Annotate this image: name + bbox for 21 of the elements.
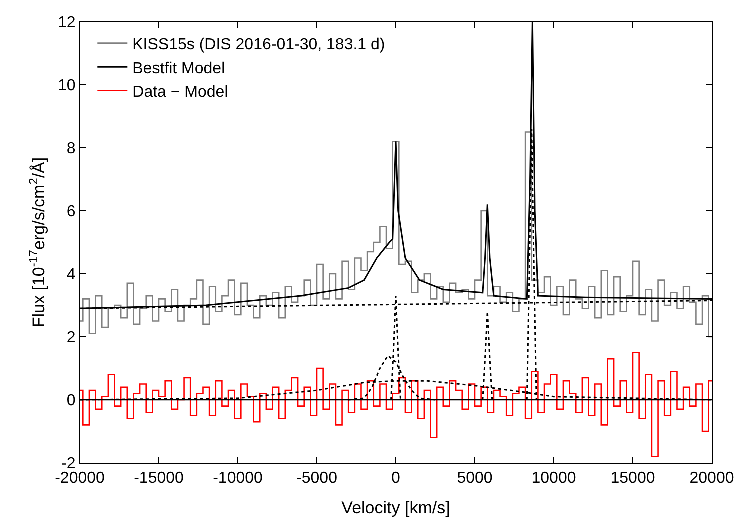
x-tick-label: 10000 [532, 470, 576, 488]
legend-label: KISS15s (DIS 2016-01-30, 183.1 d) [132, 36, 386, 54]
legend-label: Bestfit Model [132, 60, 226, 78]
y-tick-label: 8 [66, 140, 76, 158]
x-tick-label: 0 [392, 470, 401, 488]
y-tick-label: 12 [58, 14, 76, 32]
x-tick-label: 15000 [610, 470, 656, 488]
x-tick-label: -15000 [134, 470, 184, 488]
x-tick-label: -20000 [55, 470, 106, 488]
y-tick-label: 6 [66, 204, 76, 221]
x-tick-label: 5000 [457, 470, 493, 488]
y-tick-label: -2 [62, 456, 76, 473]
x-tick-label: -10000 [213, 470, 264, 488]
x-axis-title: Velocity [km/s] [342, 498, 450, 518]
y-tick-label: 2 [66, 330, 76, 347]
x-tick-label: 20000 [690, 470, 734, 488]
x-tick-label: -5000 [296, 470, 338, 488]
y-tick-label: 4 [66, 266, 76, 284]
legend-label: Data − Model [132, 84, 228, 102]
y-tick-label: 0 [66, 392, 76, 410]
y-tick-label: 10 [58, 78, 76, 95]
